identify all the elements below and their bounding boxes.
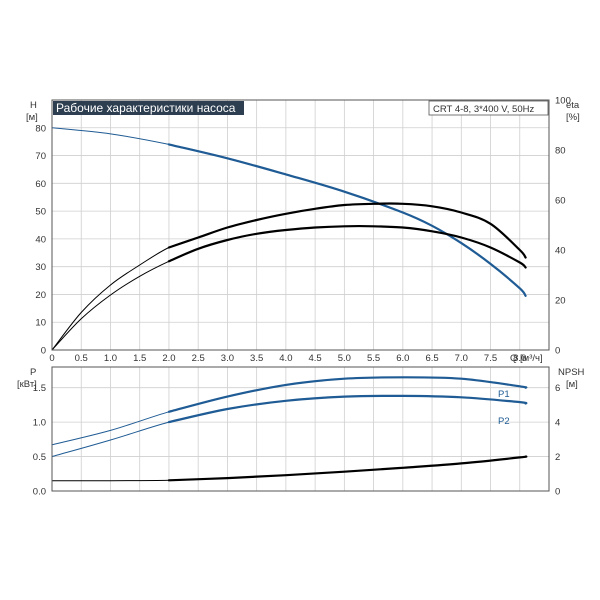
- model-label: CRT 4-8, 3*400 V, 50Hz: [433, 104, 534, 115]
- chart-title: Рабочие характеристики насоса: [56, 101, 236, 115]
- x-tick-label: 2.5: [192, 353, 205, 364]
- lower-series-operating-range-1: [167, 394, 528, 424]
- upper-right-tick-label: 0: [555, 346, 560, 357]
- upper-right-axis-label: eta: [566, 100, 580, 111]
- lower-series-operating-range-2: [167, 455, 528, 482]
- lower-right-axis-unit: [м]: [566, 379, 578, 390]
- lower-left-tick-label: 0.0: [33, 487, 46, 498]
- x-tick-label: 1.0: [104, 353, 117, 364]
- upper-series-line-1: [51, 225, 526, 351]
- upper-series-operating-range-0: [167, 143, 527, 297]
- lower-tick-labels: 0.0 0.5 1.0 1.5 0 2 4 6: [33, 383, 561, 497]
- lower-grid: [52, 367, 549, 491]
- upper-left-tick-label: 40: [35, 234, 46, 245]
- lower-right-axis-label: NPSH: [558, 367, 585, 378]
- upper-right-axis-unit: [%]: [566, 112, 580, 123]
- x-tick-label: 7.5: [484, 353, 497, 364]
- x-tick-label: 7.0: [455, 353, 468, 364]
- upper-left-tick-label: 70: [35, 151, 46, 162]
- title-box: [53, 101, 244, 115]
- series-label-p1: P1: [498, 389, 510, 400]
- lower-right-tick-label: 2: [555, 452, 560, 463]
- lower-left-axis-unit: [кВт]: [17, 379, 37, 390]
- upper-plot-frame: [51, 99, 550, 351]
- upper-series-operating-range-1: [167, 224, 527, 269]
- lower-curves: [51, 376, 528, 482]
- x-tick-label: 2.0: [162, 353, 175, 364]
- upper-grid: [52, 100, 549, 350]
- lower-left-axis-label: P: [30, 367, 36, 378]
- model-box: [428, 100, 549, 116]
- x-tick-label: 5.5: [367, 353, 380, 364]
- lower-right-tick-label: 0: [555, 487, 560, 498]
- upper-series-line-0: [51, 127, 527, 297]
- x-tick-label: 0: [49, 353, 54, 364]
- upper-left-tick-label: 30: [35, 262, 46, 273]
- upper-left-tick-label: 0: [41, 346, 46, 357]
- x-tick-label: 5.0: [338, 353, 351, 364]
- lower-panel: 0.0 0.5 1.0 1.5 0 2 4 6 P [кВт] NPSH [м] P1 P2: [17, 366, 585, 498]
- upper-tick-labels: 0 10 20 30 40 50 60 70 80 0 20 40 60 80 100 0 0.5 1.0 1.5 2…: [35, 96, 570, 365]
- x-axis-label: Q [м³/ч]: [510, 353, 543, 364]
- lower-plot-frame: [51, 366, 550, 492]
- x-tick-label: 1.5: [133, 353, 146, 364]
- upper-right-tick-label: 20: [555, 296, 566, 307]
- x-tick-label: 3.0: [221, 353, 234, 364]
- upper-right-tick-label: 100: [555, 96, 571, 107]
- x-tick-label: 4.0: [279, 353, 292, 364]
- lower-right-tick-label: 4: [555, 418, 560, 429]
- upper-left-tick-label: 10: [35, 318, 46, 329]
- series-label-p2: P2: [498, 416, 510, 427]
- upper-left-axis-unit: [м]: [26, 112, 38, 123]
- lower-series-line-2: [52, 456, 527, 482]
- lower-left-tick-label: 1.5: [33, 383, 46, 394]
- upper-series-line-2: [51, 203, 527, 351]
- upper-curves: [51, 127, 527, 351]
- upper-left-tick-label: 20: [35, 290, 46, 301]
- upper-panel: 0 10 20 30 40 50 60 70 80 0 20 40 60 80 100 0 0.5 1.0 1.5 2…: [26, 96, 580, 365]
- lower-left-tick-label: 0.5: [33, 452, 46, 463]
- lower-series-operating-range-0: [167, 376, 528, 413]
- x-tick-label: 0.5: [75, 353, 88, 364]
- upper-right-tick-label: 40: [555, 246, 566, 257]
- upper-left-tick-label: 60: [35, 179, 46, 190]
- x-tick-label: 3.5: [250, 353, 263, 364]
- lower-right-tick-label: 6: [555, 383, 560, 394]
- upper-left-axis-label: H: [30, 100, 37, 111]
- upper-right-tick-label: 60: [555, 196, 566, 207]
- x-tick-label: 6.5: [425, 353, 438, 364]
- x-tick-label: 8.0: [513, 353, 526, 364]
- upper-series-operating-range-2: [167, 202, 527, 259]
- upper-left-tick-label: 80: [35, 123, 46, 134]
- lower-left-tick-label: 1.0: [33, 418, 46, 429]
- x-tick-label: 4.5: [309, 353, 322, 364]
- x-tick-label: 6.0: [396, 353, 409, 364]
- upper-left-tick-label: 50: [35, 207, 46, 218]
- upper-right-tick-label: 80: [555, 146, 566, 157]
